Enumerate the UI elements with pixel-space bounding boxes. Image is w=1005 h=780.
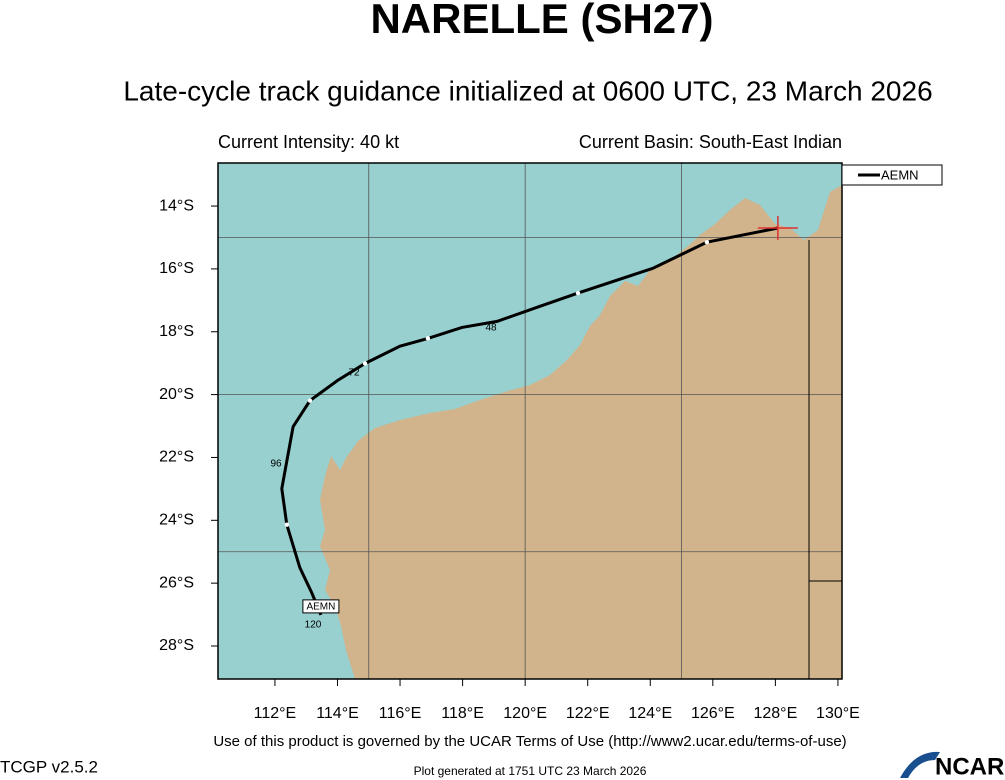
- x-tick-label: 128°E: [753, 705, 797, 722]
- y-tick-label: 24°S: [159, 512, 194, 529]
- track-tag: AEMN: [306, 602, 335, 613]
- version: TCGP v2.5.2: [0, 757, 98, 776]
- x-tick-label: 122°E: [566, 705, 610, 722]
- legend-label: AEMN: [881, 167, 919, 182]
- y-tick-label: 16°S: [159, 260, 194, 277]
- y-tick-label: 20°S: [159, 386, 194, 403]
- x-tick-label: 126°E: [691, 705, 735, 722]
- title: NARELLE (SH27): [370, 0, 713, 42]
- map-frame: [217, 162, 843, 680]
- track-dot: [575, 290, 581, 296]
- logo-mark: [900, 751, 940, 778]
- track-dot: [362, 361, 368, 366]
- basin: Current Basin: South-East Indian: [579, 132, 842, 152]
- track-dot: [425, 336, 431, 341]
- y-tick-label: 22°S: [159, 449, 194, 466]
- x-tick-label: 112°E: [254, 705, 297, 722]
- land: [320, 185, 842, 679]
- hour-label: 48: [485, 323, 497, 334]
- x-tick-label: 118°E: [441, 705, 484, 722]
- x-tick-label: 116°E: [379, 705, 422, 722]
- track-dot: [284, 522, 290, 527]
- hour-label: 72: [348, 368, 360, 379]
- x-tick-label: 114°E: [316, 705, 359, 722]
- legend: [841, 164, 943, 186]
- generated: Plot generated at 1751 UTC 23 March 2026: [414, 764, 647, 778]
- y-tick-label: 18°S: [159, 323, 194, 340]
- hour-label: 96: [270, 459, 282, 470]
- subtitle: Late-cycle track guidance initialized at…: [123, 75, 932, 106]
- track-dot: [704, 239, 710, 245]
- x-tick-label: 130°E: [816, 705, 860, 722]
- y-tick-label: 14°S: [159, 197, 194, 214]
- track: [280, 226, 779, 616]
- terms: Use of this product is governed by the U…: [213, 733, 846, 750]
- x-tick-label: 120°E: [503, 705, 547, 722]
- y-tick-label: 28°S: [159, 637, 194, 654]
- x-tick-label: 124°E: [628, 705, 672, 722]
- track-tag-box: [302, 599, 340, 614]
- intensity: Current Intensity: 40 kt: [218, 132, 399, 152]
- track-dot: [307, 398, 313, 403]
- y-tick-label: 26°S: [159, 574, 194, 591]
- logo: NCAR: [935, 753, 1004, 780]
- hour-label: 120: [305, 620, 322, 631]
